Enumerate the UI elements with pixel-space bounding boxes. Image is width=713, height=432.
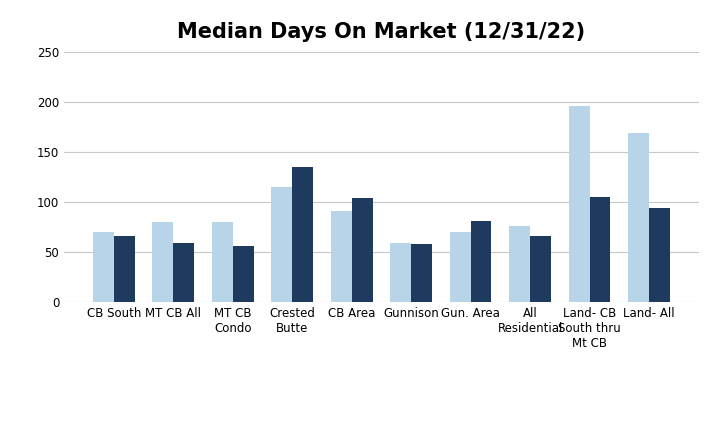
Bar [93, 232, 114, 302]
Bar [173, 243, 194, 302]
Bar [569, 106, 590, 302]
Bar [391, 243, 411, 302]
Bar [509, 226, 530, 302]
Bar [232, 246, 254, 302]
Bar [450, 232, 471, 302]
Bar [649, 208, 670, 302]
Bar [590, 197, 610, 302]
Bar [212, 222, 232, 302]
Bar [292, 167, 313, 302]
Bar [114, 236, 135, 302]
Bar [628, 133, 649, 302]
Bar [530, 236, 551, 302]
Bar [331, 211, 352, 302]
Bar [153, 222, 173, 302]
Bar [272, 187, 292, 302]
Title: Median Days On Market (12/31/22): Median Days On Market (12/31/22) [178, 22, 585, 42]
Bar [411, 244, 432, 302]
Bar [352, 198, 372, 302]
Bar [471, 221, 491, 302]
